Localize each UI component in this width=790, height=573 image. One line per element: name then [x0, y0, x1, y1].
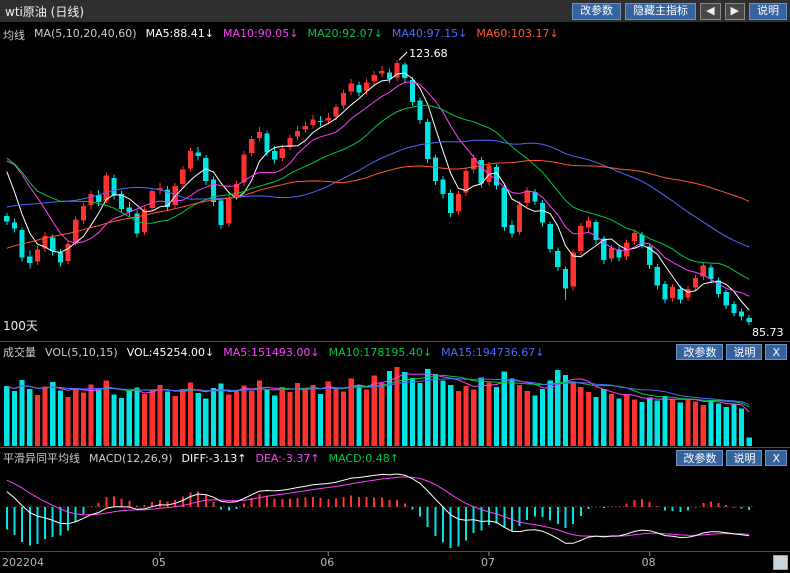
dea-readout: DEA:-3.37↑: [255, 451, 320, 465]
volume-change-params-button[interactable]: 改参数: [676, 344, 724, 360]
ma5-readout: MA5:88.41↓: [145, 27, 215, 40]
macd-indicator-params: MACD(12,26,9): [89, 451, 173, 465]
macd-help-button[interactable]: 说明: [726, 450, 763, 466]
ma10-readout: MA10:90.05↓: [223, 27, 299, 40]
axis-label: 06: [320, 556, 335, 569]
macd-readout: MACD:0.48↑: [328, 451, 399, 465]
macd-change-params-button[interactable]: 改参数: [676, 450, 724, 466]
axis-corner-button[interactable]: [773, 555, 788, 570]
last-price-label: 85.73: [752, 326, 784, 340]
diff-readout: DIFF:-3.13↑: [181, 451, 247, 465]
titlebar-buttons: 改参数 隐藏主指标 ◀ ▶ 说明: [572, 2, 787, 20]
ma40-readout: MA40:97.15↓: [391, 27, 468, 40]
axis-label: 07: [480, 556, 495, 569]
ma-indicator-header: 均线 MA(5,10,20,40,60) MA5:88.41↓ MA10:90.…: [3, 27, 559, 43]
macd-pane-buttons: 改参数 说明 X: [676, 450, 790, 466]
ma60-readout: MA60:103.17↓: [476, 27, 559, 40]
chart-canvas[interactable]: [0, 22, 790, 573]
peak-price-label: 123.68: [409, 47, 448, 60]
axis-label: 05: [151, 556, 166, 569]
scroll-right-icon[interactable]: ▶: [724, 2, 745, 20]
ma-indicator-name: 均线: [3, 29, 25, 42]
macd-readouts: 平滑异同平均线 MACD(12,26,9) DIFF:-3.13↑ DEA:-3…: [0, 450, 676, 466]
ma-indicator-params: MA(5,10,20,40,60): [34, 27, 137, 40]
time-axis[interactable]: 202204 05 06 07 08: [0, 552, 790, 573]
volume-pane-header: 成交量 VOL(5,10,15) VOL:45254.00↓ MA5:15149…: [0, 342, 790, 362]
help-button[interactable]: 说明: [749, 2, 787, 20]
title-bar: wti原油 (日线) 改参数 隐藏主指标 ◀ ▶ 说明: [0, 0, 790, 22]
chart-area: 均线 MA(5,10,20,40,60) MA5:88.41↓ MA10:90.…: [0, 22, 790, 573]
vol-ma10-readout: MA10:178195.40↓: [328, 345, 433, 359]
vol-readout: VOL:45254.00↓: [126, 345, 215, 359]
volume-close-button[interactable]: X: [765, 344, 787, 360]
change-params-button[interactable]: 改参数: [572, 2, 622, 20]
macd-pane-header: 平滑异同平均线 MACD(12,26,9) DIFF:-3.13↑ DEA:-3…: [0, 448, 790, 468]
macd-close-button[interactable]: X: [765, 450, 787, 466]
hide-main-indicator-button[interactable]: 隐藏主指标: [625, 2, 697, 20]
visible-range-label: 100天: [3, 319, 38, 333]
axis-label: 202204: [2, 556, 44, 569]
volume-readouts: 成交量 VOL(5,10,15) VOL:45254.00↓ MA5:15149…: [0, 344, 676, 360]
vol-ma5-readout: MA5:151493.00↓: [223, 345, 320, 359]
axis-label: 08: [641, 556, 656, 569]
volume-help-button[interactable]: 说明: [726, 344, 763, 360]
volume-indicator-params: VOL(5,10,15): [45, 345, 118, 359]
chart-title: wti原油 (日线): [5, 4, 85, 19]
macd-indicator-name: 平滑异同平均线: [3, 452, 80, 465]
scroll-left-icon[interactable]: ◀: [700, 2, 721, 20]
ma20-readout: MA20:92.07↓: [307, 27, 383, 40]
vol-ma15-readout: MA15:194736.67↓: [441, 345, 545, 359]
volume-pane-buttons: 改参数 说明 X: [676, 344, 790, 360]
volume-indicator-name: 成交量: [3, 346, 36, 359]
